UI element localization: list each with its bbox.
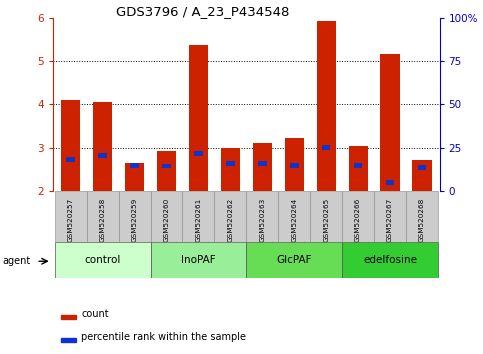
Text: GSM520262: GSM520262: [227, 197, 233, 241]
Bar: [226, 161, 235, 166]
Text: GSM520266: GSM520266: [355, 197, 361, 241]
Bar: [246, 191, 278, 242]
Bar: [246, 242, 342, 278]
Bar: [349, 145, 368, 191]
Text: GSM520267: GSM520267: [387, 197, 393, 241]
Bar: [381, 54, 399, 191]
Bar: [61, 338, 75, 342]
Bar: [253, 143, 272, 191]
Bar: [214, 191, 246, 242]
Bar: [316, 21, 336, 191]
Bar: [86, 191, 119, 242]
Text: percentile rank within the sample: percentile rank within the sample: [81, 332, 246, 342]
Text: count: count: [81, 309, 109, 319]
Bar: [354, 163, 362, 167]
Text: GSM520268: GSM520268: [419, 197, 425, 241]
Text: GSM520260: GSM520260: [163, 197, 170, 241]
Bar: [406, 191, 438, 242]
Bar: [258, 161, 267, 166]
Text: InoPAF: InoPAF: [181, 255, 216, 265]
Bar: [66, 157, 75, 162]
Text: GSM520263: GSM520263: [259, 197, 265, 241]
Text: GSM520258: GSM520258: [99, 197, 106, 241]
Text: GSM520259: GSM520259: [131, 197, 138, 241]
Bar: [183, 191, 214, 242]
Bar: [157, 151, 176, 191]
Bar: [418, 165, 426, 170]
Bar: [412, 160, 431, 191]
Bar: [93, 102, 112, 191]
Bar: [61, 100, 80, 191]
Bar: [342, 191, 374, 242]
Text: GSM520264: GSM520264: [291, 197, 297, 241]
Bar: [130, 163, 139, 167]
Bar: [284, 138, 304, 191]
Bar: [151, 242, 246, 278]
Bar: [55, 191, 86, 242]
Bar: [99, 153, 107, 158]
Bar: [189, 45, 208, 191]
Text: GSM520257: GSM520257: [68, 197, 74, 241]
Bar: [386, 180, 394, 185]
Bar: [194, 151, 203, 156]
Bar: [221, 148, 240, 191]
Bar: [342, 242, 438, 278]
Text: GlcPAF: GlcPAF: [276, 255, 312, 265]
Bar: [374, 191, 406, 242]
Bar: [162, 164, 171, 169]
Text: GSM520265: GSM520265: [323, 197, 329, 241]
Text: GDS3796 / A_23_P434548: GDS3796 / A_23_P434548: [116, 5, 289, 18]
Bar: [290, 163, 298, 167]
Text: agent: agent: [2, 256, 30, 266]
Bar: [119, 191, 151, 242]
Bar: [61, 315, 75, 319]
Text: GSM520261: GSM520261: [196, 197, 201, 241]
Bar: [125, 163, 144, 191]
Bar: [278, 191, 310, 242]
Bar: [55, 242, 151, 278]
Bar: [322, 145, 330, 150]
Text: control: control: [85, 255, 121, 265]
Text: edelfosine: edelfosine: [363, 255, 417, 265]
Bar: [310, 191, 342, 242]
Bar: [151, 191, 183, 242]
